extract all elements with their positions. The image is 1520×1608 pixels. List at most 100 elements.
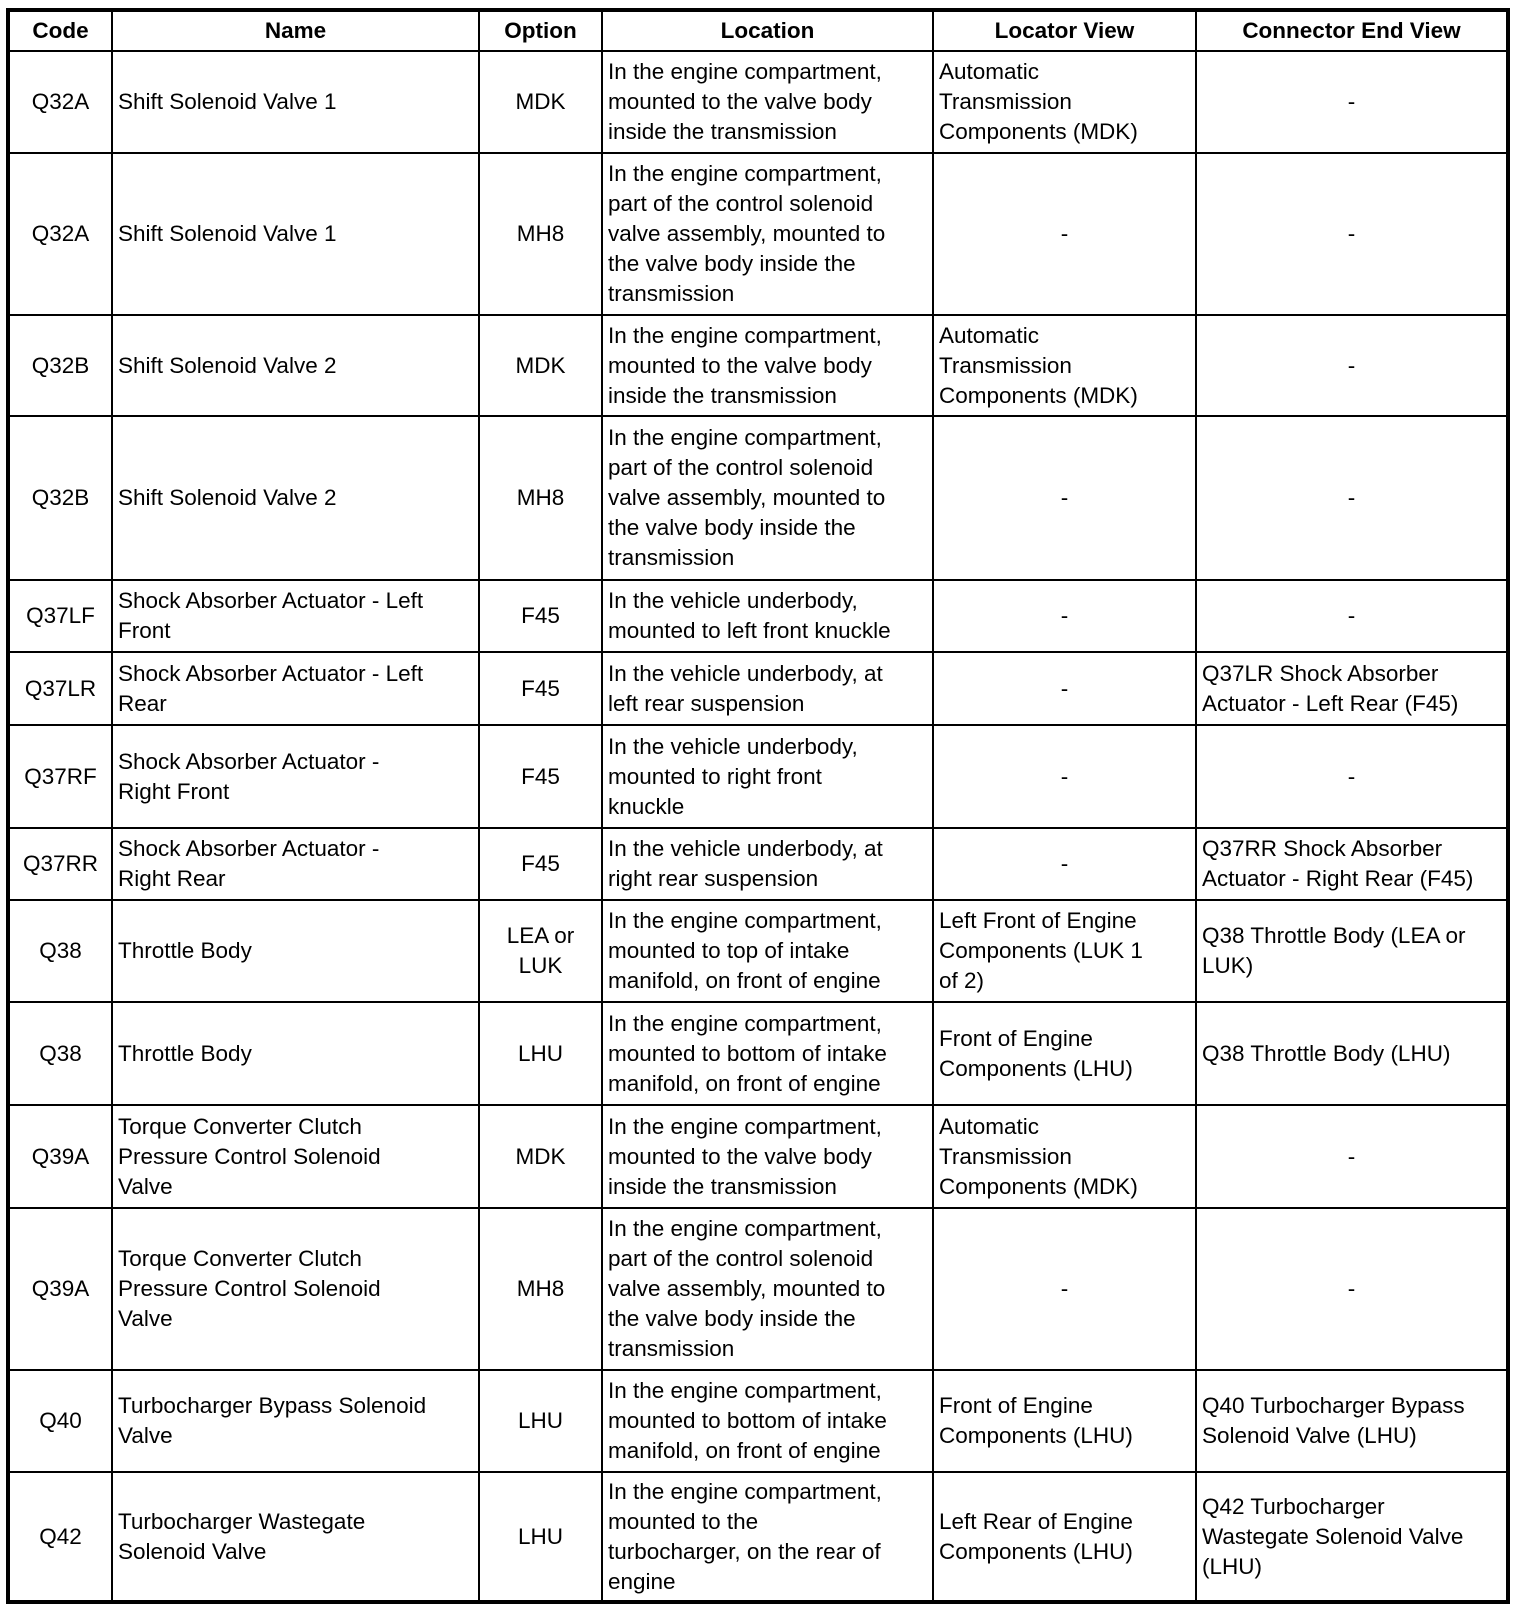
header-name: Name xyxy=(111,9,480,52)
code-cell: Q40 xyxy=(7,1369,113,1473)
locator-view-cell: - xyxy=(932,1207,1197,1371)
header-location: Location xyxy=(601,9,934,52)
connector-end-view-cell: Q38 Throttle Body (LHU) xyxy=(1195,1001,1509,1106)
component-locator-table: Code Name Option Location Locator View C… xyxy=(6,8,1510,1604)
table-row: Q39A Torque Converter Clutch Pressure Con… xyxy=(7,1207,1509,1371)
table-row: Q32A Shift Solenoid Valve 1 MH8 In the engi… xyxy=(7,152,1509,316)
locator-view-cell: Automatic Transmission Components (MDK) xyxy=(932,1104,1197,1209)
code-cell: Q32B xyxy=(7,314,113,417)
name-cell: Shift Solenoid Valve 1 xyxy=(111,50,480,154)
header-row: Code Name Option Location Locator View C… xyxy=(7,9,1509,52)
name-cell: Torque Converter Clutch Pressure Control… xyxy=(111,1104,480,1209)
header-connector-end-view: Connector End View xyxy=(1195,9,1509,52)
locator-view-cell: - xyxy=(932,152,1197,316)
location-cell: In the vehicle underbody, at left rear s… xyxy=(601,651,934,726)
location-cell: In the engine compartment, mounted to th… xyxy=(601,1104,934,1209)
option-cell: F45 xyxy=(478,827,603,901)
locator-view-cell: - xyxy=(932,579,1197,653)
location-cell: In the engine compartment, mounted to bo… xyxy=(601,1001,934,1106)
table-row: Q32B Shift Solenoid Valve 2 MDK In the engi… xyxy=(7,314,1509,417)
locator-view-cell: Front of Engine Components (LHU) xyxy=(932,1001,1197,1106)
location-cell: In the engine compartment, mounted to th… xyxy=(601,50,934,154)
option-cell: MDK xyxy=(478,314,603,417)
code-cell: Q37RF xyxy=(7,724,113,829)
table-row: Q32B Shift Solenoid Valve 2 MH8 In the engi… xyxy=(7,415,1509,581)
connector-end-view-cell: - xyxy=(1195,724,1509,829)
option-cell: MH8 xyxy=(478,415,603,581)
connector-end-view-cell: - xyxy=(1195,152,1509,316)
name-cell: Shock Absorber Actuator - Right Rear xyxy=(111,827,480,901)
table-row: Q38 Throttle Body LEA or LUK In the engine … xyxy=(7,899,1509,1003)
name-cell: Turbocharger Bypass Solenoid Valve xyxy=(111,1369,480,1473)
option-cell: F45 xyxy=(478,724,603,829)
locator-view-cell: Left Rear of Engine Components (LHU) xyxy=(932,1471,1197,1603)
connector-end-view-cell: - xyxy=(1195,1104,1509,1209)
location-cell: In the engine compartment, part of the c… xyxy=(601,415,934,581)
locator-view-cell: Left Front of Engine Components (LUK 1 o… xyxy=(932,899,1197,1003)
code-cell: Q37LF xyxy=(7,579,113,653)
option-cell: MH8 xyxy=(478,152,603,316)
connector-end-view-cell: Q37RR Shock Absorber Actuator - Right Re… xyxy=(1195,827,1509,901)
code-cell: Q32B xyxy=(7,415,113,581)
name-cell: Turbocharger Wastegate Solenoid Valve xyxy=(111,1471,480,1603)
name-cell: Shock Absorber Actuator - Left Front xyxy=(111,579,480,653)
connector-end-view-cell: - xyxy=(1195,1207,1509,1371)
option-cell: MDK xyxy=(478,1104,603,1209)
option-cell: LHU xyxy=(478,1001,603,1106)
table-row: Q40 Turbocharger Bypass Solenoid Valve LHU… xyxy=(7,1369,1509,1473)
locator-view-cell: - xyxy=(932,724,1197,829)
name-cell: Shock Absorber Actuator - Right Front xyxy=(111,724,480,829)
code-cell: Q42 xyxy=(7,1471,113,1603)
name-cell: Torque Converter Clutch Pressure Control… xyxy=(111,1207,480,1371)
locator-view-cell: - xyxy=(932,415,1197,581)
connector-end-view-cell: - xyxy=(1195,579,1509,653)
locator-view-cell: Automatic Transmission Components (MDK) xyxy=(932,314,1197,417)
header-option: Option xyxy=(478,9,603,52)
location-cell: In the engine compartment, mounted to th… xyxy=(601,314,934,417)
location-cell: In the vehicle underbody, mounted to rig… xyxy=(601,724,934,829)
name-cell: Throttle Body xyxy=(111,899,480,1003)
name-cell: Shift Solenoid Valve 2 xyxy=(111,415,480,581)
option-cell: LHU xyxy=(478,1369,603,1473)
header-locator-view: Locator View xyxy=(932,9,1197,52)
table-row: Q32A Shift Solenoid Valve 1 MDK In the engi… xyxy=(7,50,1509,154)
name-cell: Shift Solenoid Valve 2 xyxy=(111,314,480,417)
table-row: Q38 Throttle Body LHU In the engine compart… xyxy=(7,1001,1509,1106)
table-row: Q37LR Shock Absorber Actuator - Left Rear… xyxy=(7,651,1509,726)
locator-view-cell: Front of Engine Components (LHU) xyxy=(932,1369,1197,1473)
option-cell: LHU xyxy=(478,1471,603,1603)
location-cell: In the engine compartment, mounted to bo… xyxy=(601,1369,934,1473)
connector-end-view-cell: Q40 Turbocharger Bypass Solenoid Valve (… xyxy=(1195,1369,1509,1473)
code-cell: Q37LR xyxy=(7,651,113,726)
table-row: Q37RR Shock Absorber Actuator - Right Rea… xyxy=(7,827,1509,901)
name-cell: Shift Solenoid Valve 1 xyxy=(111,152,480,316)
code-cell: Q38 xyxy=(7,1001,113,1106)
option-cell: F45 xyxy=(478,579,603,653)
locator-view-cell: Automatic Transmission Components (MDK) xyxy=(932,50,1197,154)
code-cell: Q38 xyxy=(7,899,113,1003)
locator-view-cell: - xyxy=(932,651,1197,726)
name-cell: Throttle Body xyxy=(111,1001,480,1106)
table-row: Q37LF Shock Absorber Actuator - Left Fron… xyxy=(7,579,1509,653)
name-cell: Shock Absorber Actuator - Left Rear xyxy=(111,651,480,726)
code-cell: Q39A xyxy=(7,1207,113,1371)
location-cell: In the engine compartment, mounted to th… xyxy=(601,1471,934,1603)
option-cell: MDK xyxy=(478,50,603,154)
code-cell: Q39A xyxy=(7,1104,113,1209)
connector-end-view-cell: Q38 Throttle Body (LEA or LUK) xyxy=(1195,899,1509,1003)
table-row: Q42 Turbocharger Wastegate Solenoid Valve… xyxy=(7,1471,1509,1603)
location-cell: In the engine compartment, part of the c… xyxy=(601,152,934,316)
location-cell: In the engine compartment, mounted to to… xyxy=(601,899,934,1003)
option-cell: MH8 xyxy=(478,1207,603,1371)
option-cell: LEA or LUK xyxy=(478,899,603,1003)
connector-end-view-cell: Q42 Turbocharger Wastegate Solenoid Valv… xyxy=(1195,1471,1509,1603)
connector-end-view-cell: - xyxy=(1195,314,1509,417)
option-cell: F45 xyxy=(478,651,603,726)
locator-view-cell: - xyxy=(932,827,1197,901)
location-cell: In the vehicle underbody, at right rear … xyxy=(601,827,934,901)
location-cell: In the engine compartment, part of the c… xyxy=(601,1207,934,1371)
connector-end-view-cell: Q37LR Shock Absorber Actuator - Left Rea… xyxy=(1195,651,1509,726)
connector-end-view-cell: - xyxy=(1195,415,1509,581)
location-cell: In the vehicle underbody, mounted to lef… xyxy=(601,579,934,653)
table-row: Q39A Torque Converter Clutch Pressure Con… xyxy=(7,1104,1509,1209)
